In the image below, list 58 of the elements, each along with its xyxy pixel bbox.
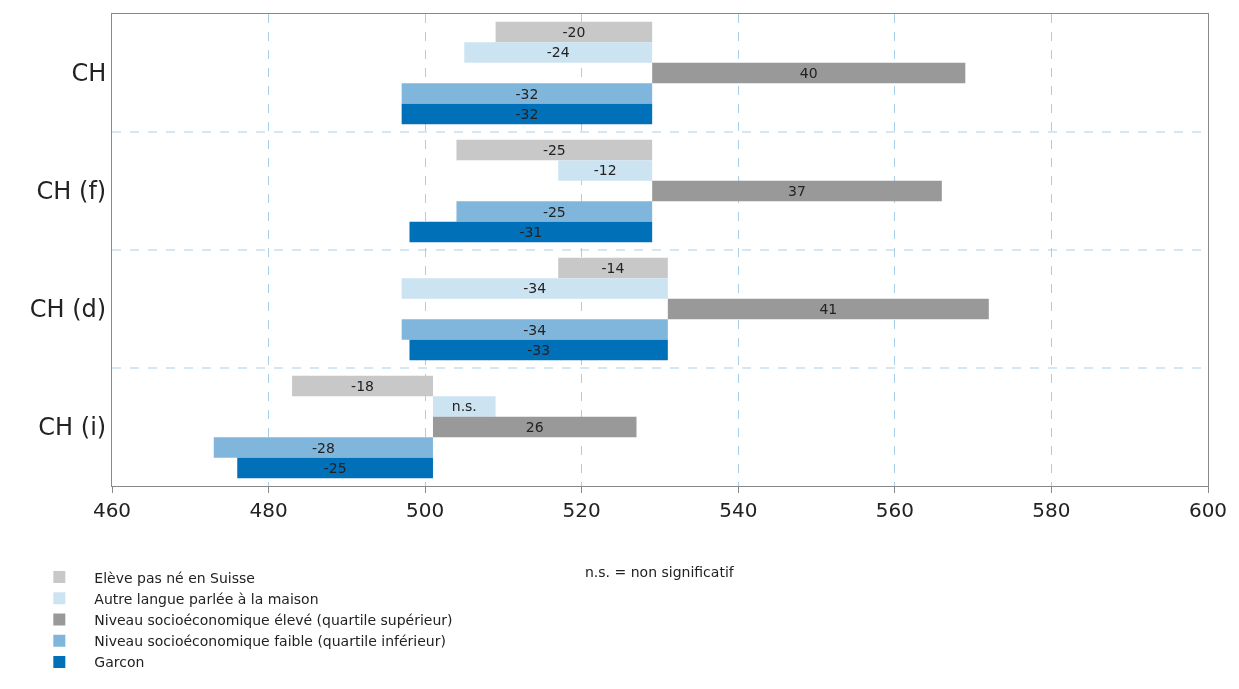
bar — [401, 278, 668, 299]
data-label: -24 — [546, 44, 570, 61]
bar — [409, 221, 653, 243]
bar — [401, 103, 653, 125]
data-label: 41 — [819, 301, 838, 317]
data-label: -14 — [601, 259, 625, 276]
bar — [432, 396, 496, 417]
y-tick-label: CH (f) — [36, 177, 107, 206]
bar — [558, 160, 653, 181]
x-tick-label: 520 — [562, 498, 601, 522]
legend-label: Niveau socioéconomique élevé (quartile supérieur) — [94, 611, 453, 628]
data-label: -25 — [542, 203, 566, 220]
bar — [558, 257, 668, 279]
data-label: -32 — [515, 106, 539, 123]
data-label: -32 — [515, 85, 539, 102]
data-label: n.s. — [451, 398, 477, 415]
bar — [652, 62, 966, 84]
data-label: -20 — [562, 23, 586, 40]
data-label: -31 — [519, 224, 543, 241]
data-label: 37 — [788, 183, 806, 199]
legend-label: Niveau socioéconomique faible (quartile inférieur) — [94, 633, 446, 650]
bar — [652, 180, 942, 202]
x-tick-label: 540 — [719, 498, 758, 522]
bar — [292, 375, 433, 397]
bar — [401, 83, 653, 104]
y-tick-label: CH — [71, 59, 107, 88]
x-tick-label: 480 — [249, 498, 288, 522]
data-label: 40 — [799, 65, 818, 81]
legend-label: Elève pas né en Suisse — [94, 569, 255, 586]
y-tick-label: CH (i) — [38, 413, 107, 442]
legend-label: Garcon — [94, 654, 145, 671]
x-tick-label: 460 — [92, 498, 132, 522]
data-label: -34 — [523, 280, 547, 297]
data-label: -34 — [523, 321, 547, 338]
bar — [213, 437, 433, 458]
y-tick-label: CH (d) — [29, 295, 107, 324]
x-tick-label: 600 — [1188, 498, 1228, 522]
data-label: -12 — [593, 162, 617, 179]
bar — [432, 416, 637, 438]
bar — [495, 21, 653, 43]
data-label: -18 — [351, 377, 374, 394]
data-label: 26 — [525, 419, 544, 435]
data-label: -33 — [527, 342, 551, 359]
text: n.s. = non significatif — [585, 564, 735, 580]
bar — [667, 298, 989, 320]
bar — [237, 457, 433, 479]
bar — [464, 42, 653, 63]
bar — [456, 201, 653, 222]
legend-label: Autre langue parlée à la maison — [94, 590, 319, 607]
x-tick-label: 560 — [875, 498, 914, 522]
data-label: -28 — [311, 439, 335, 456]
x-tick-label: 500 — [406, 498, 445, 522]
bar — [401, 319, 668, 340]
x-tick-label: 580 — [1032, 498, 1071, 522]
data-label: -25 — [323, 460, 347, 477]
bar — [409, 339, 668, 361]
bar — [456, 139, 653, 161]
data-label: -25 — [542, 141, 566, 158]
